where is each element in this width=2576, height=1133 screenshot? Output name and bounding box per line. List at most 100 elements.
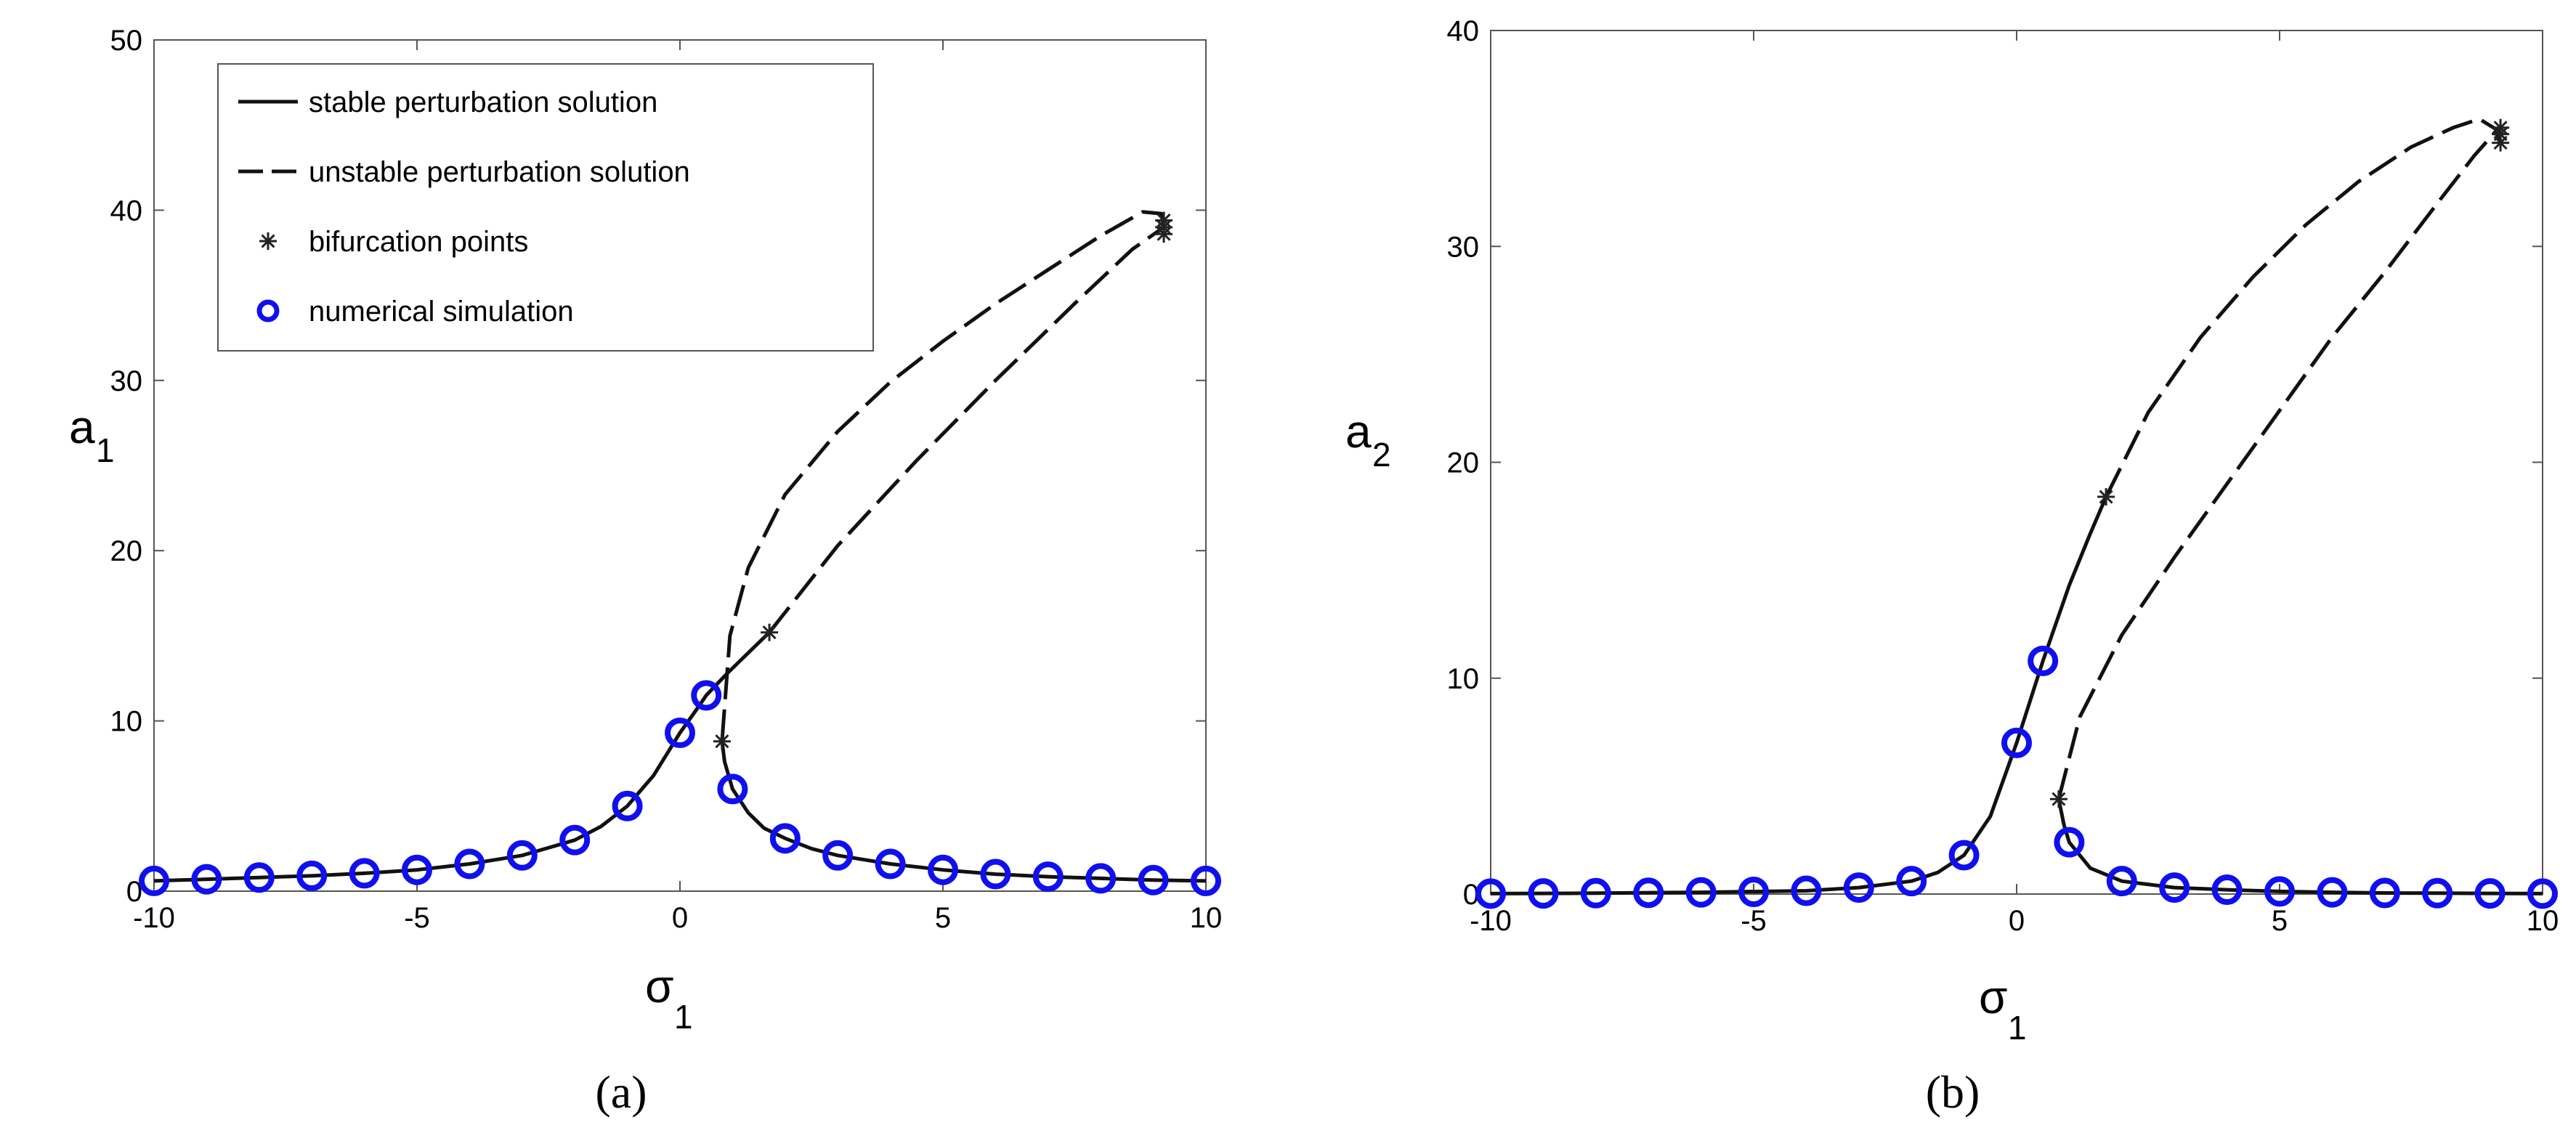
numerical-simulation-point xyxy=(1191,865,1221,896)
numerical-simulation-point xyxy=(402,854,432,885)
numerical-simulation-point xyxy=(1528,878,1559,909)
svg-text:1: 1 xyxy=(2008,1009,2027,1047)
numerical-simulation-point xyxy=(1633,877,1664,909)
x-tick-label: -5 xyxy=(1741,905,1767,937)
svg-text:a: a xyxy=(1345,405,1372,458)
panel-a-markers xyxy=(139,211,1221,896)
x-tick-label: 0 xyxy=(2009,905,2025,937)
panel-a-x-axis-label: σ 1 xyxy=(645,960,693,1036)
svg-text:σ: σ xyxy=(645,960,674,1012)
unstable-branch-line xyxy=(2057,130,2503,800)
numerical-simulation-point xyxy=(928,854,958,885)
legend-label-unstable: unstable perturbation solution xyxy=(309,156,690,188)
stable-branch-line xyxy=(1490,496,2108,896)
numerical-simulation-point xyxy=(506,840,538,871)
numerical-simulation-point xyxy=(559,824,591,856)
numerical-simulation-point xyxy=(296,860,328,891)
numerical-simulation-point xyxy=(2159,872,2190,903)
numerical-simulation-point xyxy=(2211,874,2243,906)
panel-a-legend: stable perturbation solution unstable pe… xyxy=(217,63,874,352)
unstable-branch-line xyxy=(720,210,1166,742)
y-tick-label: 0 xyxy=(126,876,142,908)
panel-b-ticks: -10 -5 0 5 10 0 10 20 30 40 xyxy=(1447,15,2559,937)
legend-label-stable: stable perturbation solution xyxy=(309,86,657,118)
panel-b-caption: (b) xyxy=(1926,1066,1980,1118)
unstable-branch-line xyxy=(768,225,1165,634)
legend-asterisk-marker xyxy=(259,232,277,250)
bifurcation-point xyxy=(1155,211,1173,230)
numerical-simulation-point xyxy=(769,823,801,854)
numerical-simulation-point xyxy=(2422,877,2453,909)
numerical-simulation-point xyxy=(612,790,643,821)
numerical-simulation-point xyxy=(1896,866,1927,897)
y-tick-label: 10 xyxy=(1447,663,1480,695)
x-tick-label: 5 xyxy=(935,902,951,934)
stable-branch-line xyxy=(2057,798,2543,896)
svg-text:a: a xyxy=(69,401,95,453)
unstable-branch-line xyxy=(2104,117,2502,498)
numerical-simulation-point xyxy=(2028,645,2059,676)
numerical-simulation-point xyxy=(2106,866,2137,897)
panel-b-series xyxy=(1490,117,2543,896)
numerical-simulation-point xyxy=(243,862,275,893)
y-tick-label: 40 xyxy=(1447,15,1480,47)
x-tick-label: 5 xyxy=(2272,905,2288,937)
numerical-simulation-point xyxy=(139,865,169,896)
y-tick-label: 50 xyxy=(110,25,143,57)
numerical-simulation-point xyxy=(454,848,485,880)
svg-text:2: 2 xyxy=(1372,436,1391,474)
panel-b-x-axis-label: σ 1 xyxy=(1979,971,2027,1047)
numerical-simulation-point xyxy=(2001,727,2032,758)
numerical-simulation-point xyxy=(2474,878,2506,909)
numerical-simulation-point xyxy=(1843,872,1874,903)
y-tick-label: 10 xyxy=(110,706,143,738)
numerical-simulation-point xyxy=(1948,840,1980,871)
panel-a-caption: (a) xyxy=(595,1066,647,1118)
numerical-simulation-point xyxy=(717,773,748,805)
numerical-simulation-point xyxy=(1085,863,1117,894)
panel-b-markers xyxy=(1475,118,2558,909)
panel-a: -10 -5 0 5 10 0 10 20 30 40 50 stable perturbation… xyxy=(69,25,1222,1118)
legend-circle-swatch xyxy=(256,299,280,322)
y-tick-label: 20 xyxy=(1447,447,1480,479)
x-tick-label: 0 xyxy=(672,902,688,934)
numerical-simulation-point xyxy=(1685,877,1717,908)
y-tick-label: 30 xyxy=(1447,231,1480,263)
svg-text:σ: σ xyxy=(1979,971,2008,1023)
panel-a-ticks: -10 -5 0 5 10 0 10 20 30 40 50 xyxy=(110,25,1223,934)
x-tick-label: -5 xyxy=(404,902,430,934)
legend-label-bifurcation: bifurcation points xyxy=(309,226,528,258)
x-tick-label: 10 xyxy=(1190,902,1223,934)
numerical-simulation-point xyxy=(349,858,380,889)
numerical-simulation-point xyxy=(1580,877,1611,909)
panel-a-y-axis-label: a 1 xyxy=(69,401,115,469)
numerical-simulation-point xyxy=(1138,864,1169,896)
y-tick-label: 20 xyxy=(110,535,143,567)
svg-text:1: 1 xyxy=(674,998,693,1036)
y-tick-label: 30 xyxy=(110,365,143,397)
bifurcation-point xyxy=(761,623,779,641)
numerical-simulation-point xyxy=(875,848,906,880)
numerical-simulation-point xyxy=(191,864,222,895)
panel-b-y-axis-label: a 2 xyxy=(1345,405,1391,474)
panel-b: -10 -5 0 5 10 0 10 20 30 40 a 2 σ 1 (b) xyxy=(1345,15,2559,1118)
numerical-simulation-point xyxy=(1738,877,1769,908)
bifurcation-point xyxy=(2492,118,2510,137)
numerical-simulation-point xyxy=(665,718,695,749)
numerical-simulation-point xyxy=(2527,878,2558,909)
y-tick-label: 40 xyxy=(110,195,143,227)
bifurcation-point xyxy=(713,732,731,750)
legend-label-numerical: numerical simulation xyxy=(309,296,574,328)
numerical-simulation-point xyxy=(822,840,854,871)
numerical-simulation-point xyxy=(2264,876,2295,907)
x-tick-label: -10 xyxy=(1470,905,1512,937)
numerical-simulation-point xyxy=(1475,878,1506,909)
numerical-simulation-point xyxy=(691,680,722,711)
numerical-simulation-point xyxy=(2317,877,2348,908)
x-tick-label: 10 xyxy=(2527,905,2559,937)
numerical-simulation-point xyxy=(1032,861,1064,893)
panel-b-plot-frame xyxy=(1490,30,2543,895)
numerical-simulation-point xyxy=(1791,875,1822,906)
numerical-simulation-point xyxy=(2369,877,2400,909)
